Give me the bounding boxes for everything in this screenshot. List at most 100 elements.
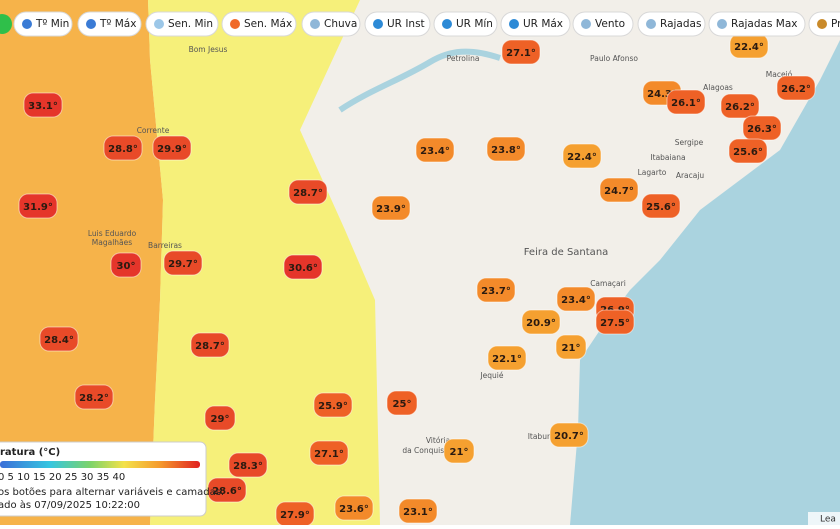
temperature-marker[interactable] xyxy=(74,384,114,410)
temperature-marker[interactable] xyxy=(288,179,328,205)
temperature-marker[interactable] xyxy=(595,309,635,335)
temperature-label: 24.7° xyxy=(604,186,634,197)
button-icon xyxy=(717,19,727,29)
place-label: Bom Jesus xyxy=(189,45,228,54)
temperature-marker[interactable] xyxy=(23,92,63,118)
temperature-label: 23.1° xyxy=(403,507,433,518)
temperature-marker[interactable] xyxy=(486,136,526,162)
button-label[interactable]: Pre xyxy=(831,18,840,30)
temperature-marker[interactable] xyxy=(501,39,541,65)
temperature-label: 23.9° xyxy=(376,204,406,215)
toolbar-button[interactable] xyxy=(301,11,361,37)
toolbar-button[interactable] xyxy=(221,11,297,37)
temperature-label: 23.8° xyxy=(491,145,521,156)
temperature-marker[interactable] xyxy=(476,277,516,303)
toolbar-button[interactable] xyxy=(708,11,806,37)
place-label: Barreiras xyxy=(148,241,182,250)
button-label[interactable]: Chuva xyxy=(324,18,357,30)
button-label[interactable]: UR Máx xyxy=(523,18,563,30)
temperature-marker[interactable] xyxy=(386,390,418,416)
button-label[interactable]: Sen. Min xyxy=(168,18,213,30)
button-label[interactable]: Tº Min xyxy=(35,18,69,30)
temperature-label: 22.4° xyxy=(734,42,764,53)
temperature-marker[interactable] xyxy=(599,177,639,203)
temperature-marker[interactable] xyxy=(398,498,438,524)
button-label[interactable]: Vento xyxy=(595,18,625,30)
toolbar-button[interactable] xyxy=(364,11,431,37)
temperature-label: 27.1° xyxy=(314,449,344,460)
temperature-marker[interactable] xyxy=(487,345,527,371)
toolbar-button[interactable] xyxy=(145,11,219,37)
temperature-label: 27.5° xyxy=(600,318,630,329)
button-label[interactable]: Rajadas xyxy=(660,18,701,30)
temperature-marker[interactable] xyxy=(555,334,587,360)
legend-box xyxy=(0,441,207,517)
temperature-label: 23.4° xyxy=(561,295,591,306)
temperature-label: 27.1° xyxy=(506,48,536,59)
attribution[interactable]: Lea xyxy=(820,515,836,525)
temperature-label: 28.6° xyxy=(212,486,242,497)
temperature-marker[interactable] xyxy=(549,422,589,448)
toolbar-button[interactable] xyxy=(500,11,571,37)
temperature-label: 24.3° xyxy=(647,89,677,100)
temperature-marker[interactable] xyxy=(163,250,203,276)
temperature-marker[interactable] xyxy=(110,252,142,278)
place-label: Itabuna xyxy=(528,432,557,441)
toolbar-button[interactable] xyxy=(572,11,634,37)
temperature-marker[interactable] xyxy=(720,93,760,119)
button-label[interactable]: Sen. Máx xyxy=(244,18,292,30)
place-label: Vitória xyxy=(426,436,450,445)
temperature-marker[interactable] xyxy=(18,193,58,219)
button-icon xyxy=(373,19,383,29)
temperature-marker[interactable] xyxy=(39,326,79,352)
temperature-label: 28.7° xyxy=(293,188,323,199)
temperature-marker[interactable] xyxy=(207,477,247,503)
place-label: Aracaju xyxy=(676,171,705,180)
temperature-label: 28.3° xyxy=(233,461,263,472)
place-label: Paulo Afonso xyxy=(590,54,638,63)
temperature-label: 28.4° xyxy=(44,335,74,346)
temperature-label: 23.6° xyxy=(339,504,369,515)
temperature-label: 31.9° xyxy=(23,202,53,213)
temperature-marker[interactable] xyxy=(371,195,411,221)
temperature-marker[interactable] xyxy=(728,138,768,164)
toolbar-button[interactable] xyxy=(13,11,73,37)
legend-scale: 0 5 10 15 20 25 30 35 40 xyxy=(0,472,125,483)
button-icon xyxy=(442,19,452,29)
button-label[interactable]: UR Inst xyxy=(387,18,425,30)
temperature-marker[interactable] xyxy=(556,286,596,312)
toolbar-button[interactable] xyxy=(433,11,498,37)
temperature-label: 20.7° xyxy=(554,431,584,442)
place-label: Sergipe xyxy=(675,138,704,147)
temperature-marker[interactable] xyxy=(641,193,681,219)
temperature-label: 21° xyxy=(450,447,469,458)
temperature-marker[interactable] xyxy=(443,438,475,464)
temperature-marker[interactable] xyxy=(334,495,374,521)
temperature-label: 26.2° xyxy=(781,84,811,95)
temperature-marker[interactable] xyxy=(666,89,706,115)
temperature-marker[interactable] xyxy=(415,137,455,163)
temperature-marker[interactable] xyxy=(103,135,143,161)
button-icon xyxy=(230,19,240,29)
temperature-label: 25° xyxy=(393,399,412,410)
toolbar-button[interactable] xyxy=(77,11,142,37)
temperature-marker[interactable] xyxy=(309,440,349,466)
button-label[interactable]: Tº Máx xyxy=(99,18,136,30)
temperature-marker[interactable] xyxy=(521,309,561,335)
temperature-marker[interactable] xyxy=(204,405,236,431)
temperature-marker[interactable] xyxy=(313,392,353,418)
temperature-label: 33.1° xyxy=(28,101,58,112)
temperature-marker[interactable] xyxy=(776,75,816,101)
temperature-marker[interactable] xyxy=(228,452,268,478)
temperature-marker[interactable] xyxy=(283,254,323,280)
temperature-label: 25.6° xyxy=(646,202,676,213)
temperature-marker[interactable] xyxy=(562,143,602,169)
button-label[interactable]: Rajadas Max xyxy=(731,18,797,30)
button-label[interactable]: UR Mín xyxy=(456,18,493,30)
temperature-marker[interactable] xyxy=(152,135,192,161)
place-label: Itabaiana xyxy=(650,153,685,162)
river xyxy=(338,48,501,113)
toolbar-button[interactable] xyxy=(637,11,706,37)
place-label: Alagoas xyxy=(703,83,733,92)
temperature-marker[interactable] xyxy=(190,332,230,358)
